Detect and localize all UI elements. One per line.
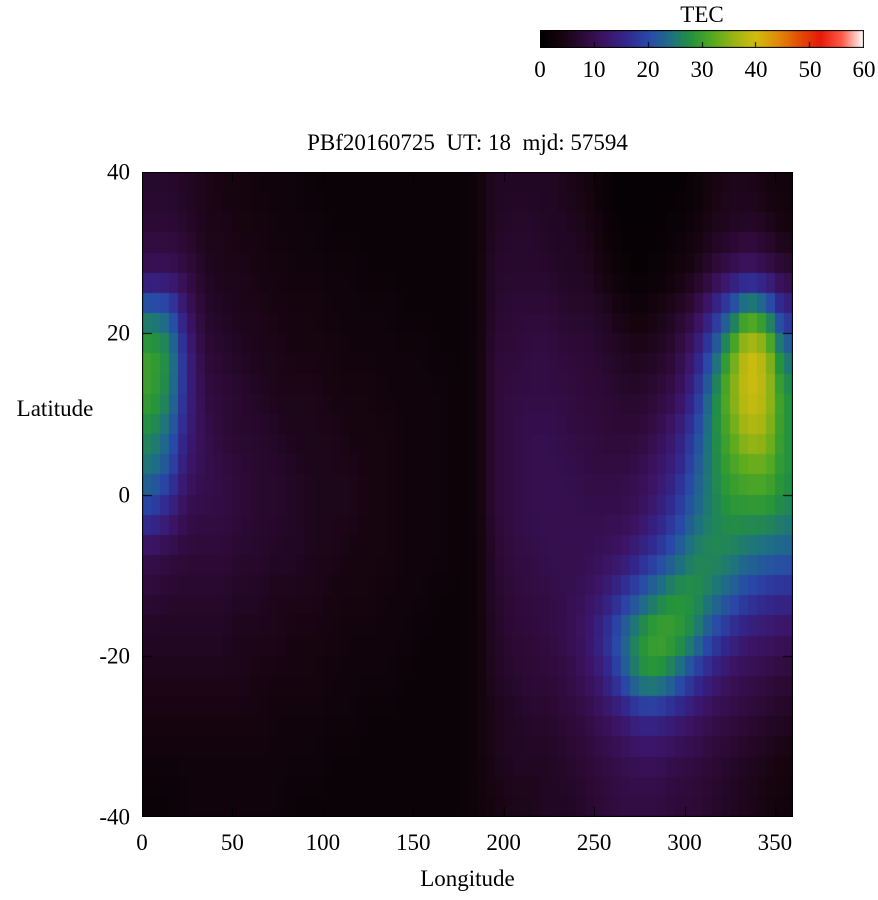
colorbar bbox=[540, 30, 864, 48]
colorbar-tick-label: 60 bbox=[852, 57, 876, 82]
x-axis-label: Longitude bbox=[420, 866, 515, 891]
colorbar-tick-label: 0 bbox=[534, 57, 546, 82]
colorbar-tick-label: 30 bbox=[690, 57, 714, 82]
x-tick-label: 250 bbox=[576, 830, 612, 855]
x-tick-label: 150 bbox=[396, 830, 431, 855]
heatmap-canvas bbox=[142, 172, 793, 817]
x-tick-label: 200 bbox=[486, 830, 521, 855]
colorbar-tick-label: 50 bbox=[798, 57, 822, 82]
colorbar-tick-label: 10 bbox=[582, 57, 606, 82]
x-tick-label: 300 bbox=[667, 830, 702, 855]
y-tick-label: 20 bbox=[107, 320, 130, 346]
colorbar-tick-label: 40 bbox=[744, 57, 768, 82]
x-tick-label: 0 bbox=[136, 830, 148, 855]
y-tick-label: -40 bbox=[99, 804, 130, 830]
y-tick-label: 40 bbox=[107, 159, 130, 185]
plot-title: PBf20160725 UT: 18 mjd: 57594 bbox=[307, 130, 628, 155]
colorbar-title: TEC bbox=[680, 2, 724, 27]
x-tick-label: 50 bbox=[220, 830, 244, 855]
colorbar-tick-label: 20 bbox=[636, 57, 660, 82]
y-tick-label: 0 bbox=[118, 482, 131, 507]
x-tick-label: 350 bbox=[757, 830, 793, 855]
y-axis-label: Latitude bbox=[16, 396, 94, 421]
x-tick-label: 100 bbox=[305, 830, 341, 855]
y-tick-label: -20 bbox=[99, 643, 130, 669]
